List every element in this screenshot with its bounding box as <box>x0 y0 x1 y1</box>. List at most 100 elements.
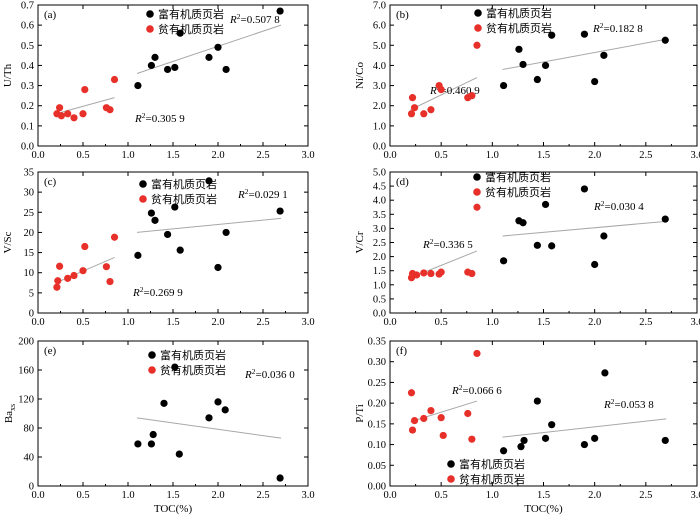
x-tick-label: 0.5 <box>76 317 89 328</box>
x-tick-label: 0.5 <box>435 490 448 501</box>
r-squared-symbol: R <box>592 23 600 35</box>
legend-label-poor: 贫有机质页岩 <box>160 363 226 377</box>
y-tick-label: 0.35 <box>368 337 386 348</box>
x-tick-label: 2.0 <box>211 490 224 501</box>
data-point <box>147 440 155 448</box>
data-point <box>473 349 481 358</box>
y-tick-label: 0.5 <box>373 294 386 305</box>
r-squared-symbol: R <box>244 369 252 381</box>
data-point <box>110 233 119 241</box>
y-tick-label: 35 <box>24 168 35 179</box>
fit-line <box>502 220 667 237</box>
data-point <box>205 53 213 61</box>
data-point <box>548 31 556 39</box>
x-tick-label: 1.0 <box>121 150 134 161</box>
y-tick-label: 0.10 <box>368 440 386 451</box>
x-tick-label: 0.0 <box>383 317 396 328</box>
y-tick-label: 0 <box>29 309 34 320</box>
data-point <box>221 406 229 414</box>
data-point <box>499 81 508 90</box>
y-axis-label: Ni/Co <box>354 62 366 89</box>
data-point <box>439 431 447 440</box>
x-tick-label: 0.5 <box>76 490 89 501</box>
y-tick-label: 200 <box>18 337 34 348</box>
r-squared-symbol: R <box>229 14 237 26</box>
data-point <box>79 267 87 275</box>
legend-marker-poor <box>146 25 154 33</box>
data-point <box>591 434 599 442</box>
data-point <box>661 36 669 44</box>
x-tick-label: 0.0 <box>31 150 44 161</box>
y-tick-label: 0.4 <box>21 61 35 72</box>
legend-label-rich: 富有机质页岩 <box>486 6 552 20</box>
data-point <box>57 112 65 120</box>
data-point <box>81 242 89 251</box>
r-squared-exponent: 2 <box>245 187 249 196</box>
data-point <box>102 263 110 271</box>
x-tick-label: 1.5 <box>166 490 179 501</box>
data-point <box>420 414 428 423</box>
r-squared-exponent: 2 <box>252 367 256 376</box>
y-tick-label: 4.0 <box>373 196 386 207</box>
fit-line <box>502 418 667 438</box>
r-squared-exponent: 2 <box>237 12 241 21</box>
y-tick-label: 2.5 <box>373 238 386 249</box>
x-axis-label: TOC(%) <box>524 503 563 515</box>
r-squared-symbol: R <box>603 399 611 411</box>
data-point <box>580 30 589 38</box>
y-tick-label: 6.0 <box>373 21 386 32</box>
data-point <box>106 277 114 286</box>
y-tick-label: 5.0 <box>373 168 386 179</box>
fit-line <box>410 77 478 111</box>
legend-label-poor: 贫有机质页岩 <box>485 185 551 199</box>
data-point <box>214 43 222 51</box>
y-tick-label: 0.30 <box>368 357 386 368</box>
data-point <box>276 7 284 15</box>
data-point <box>548 421 556 429</box>
data-point <box>407 389 416 397</box>
data-point <box>533 241 541 249</box>
data-point <box>541 61 550 70</box>
panel-label: (b) <box>396 9 409 21</box>
legend-label-rich: 富有机质页岩 <box>151 177 217 191</box>
x-tick-label: 2.5 <box>639 490 652 501</box>
data-point <box>151 216 159 224</box>
data-point <box>149 430 157 439</box>
x-tick-label: 1.5 <box>537 150 550 161</box>
x-tick-label: 0.5 <box>76 150 89 161</box>
data-point <box>437 86 445 94</box>
y-tick-label: 0.20 <box>368 399 386 410</box>
chart-panel-3: 0.0 0.5 1.0 1.5 2.0 2.5 3.0 0 5 10 15 20 25 30 35 V/Sc (… <box>2 168 315 329</box>
x-tick-label: 2.0 <box>588 317 601 328</box>
legend-marker-poor <box>148 366 156 374</box>
data-point <box>222 65 230 74</box>
y-tick-label: 0.7 <box>21 1 34 12</box>
panel-label: (e) <box>44 345 57 357</box>
x-tick-label: 2.0 <box>588 490 601 501</box>
x-tick-label: 3.0 <box>690 317 700 328</box>
panel-label: (f) <box>396 345 407 357</box>
y-tick-label: 25 <box>24 208 35 219</box>
data-point <box>437 414 445 422</box>
data-point <box>600 51 608 59</box>
data-point <box>541 434 550 442</box>
y-tick-label: 1.5 <box>373 266 386 277</box>
x-tick-label: 3.0 <box>301 317 314 328</box>
data-point <box>580 440 589 449</box>
data-point <box>437 268 445 276</box>
y-axis-label: U/Th <box>2 63 14 87</box>
data-point <box>70 114 78 122</box>
data-point <box>64 274 72 282</box>
data-point <box>407 110 416 118</box>
y-tick-label: 0.3 <box>21 81 34 92</box>
y-tick-label: 0.2 <box>21 101 34 112</box>
data-point <box>600 232 608 240</box>
x-tick-label: 0.0 <box>31 317 44 328</box>
r-squared-label: R2=0.036 0 <box>244 367 295 381</box>
data-point <box>110 75 119 84</box>
data-point <box>661 436 669 445</box>
